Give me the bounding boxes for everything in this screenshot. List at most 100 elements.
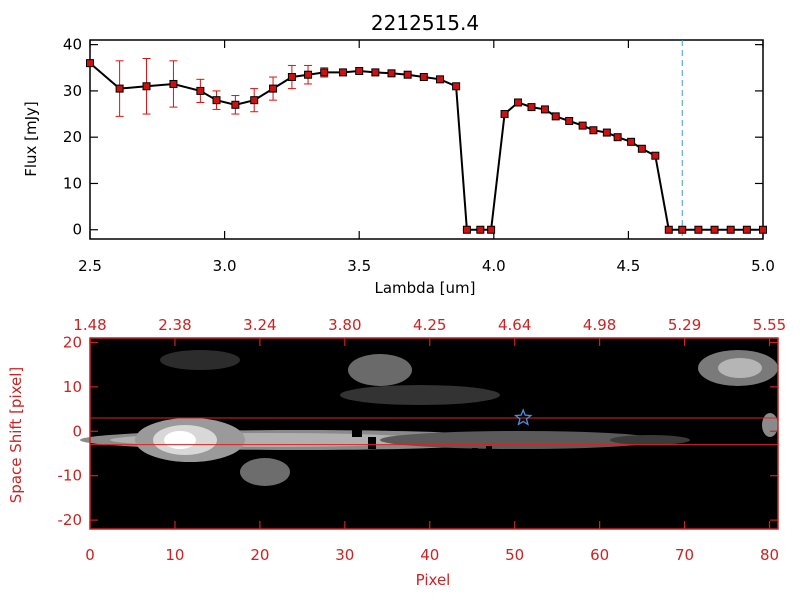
x-tick-label: 40 [420,546,439,564]
top-tick-label: 5.55 [753,316,786,334]
spectrum-x-ticks: 2.5 3.0 3.5 4.0 4.5 5.0 [78,40,775,275]
x-tick-label: 2.5 [78,257,102,275]
flux-line [89,62,763,231]
y-tick-label: 30 [63,82,82,100]
data-point [710,225,719,234]
chart-title: 2212515.4 [371,11,479,35]
flux-markers [86,59,767,234]
image-blob [718,358,762,378]
top-tick-label: 4.98 [583,316,616,334]
data-point [726,225,735,234]
data-point [287,73,296,82]
data-point [250,96,259,105]
data-point [320,68,329,77]
data-point [602,128,611,137]
star-icon [513,408,533,426]
top-tick-label: 5.29 [668,316,701,334]
top-tick-label: 2.38 [158,316,191,334]
y-tick-label: 10 [63,378,82,396]
spectrum-x-axis-label: Lambda [um] [375,279,476,297]
data-point [115,84,124,93]
image-blob [348,354,412,386]
y-tick-label: 0 [72,221,82,239]
data-point [403,70,412,79]
y-tick-label: -20 [58,511,83,529]
x-tick-label: 30 [335,546,354,564]
data-point [759,225,767,234]
data-point [589,126,598,135]
data-point [387,69,396,78]
data-point [540,105,549,114]
x-tick-label: 3.5 [347,257,371,275]
data-point [694,225,703,234]
x-tick-label: 0 [85,546,95,564]
dead-pixel [368,437,376,449]
x-tick-label: 70 [675,546,694,564]
x-tick-label: 5.0 [751,257,775,275]
spectral-image-frame [89,337,779,530]
data-point [86,59,94,68]
spectrum-y-axis-label: Flux [mJy] [22,101,40,177]
spectrum-y-ticks: 0 10 20 30 40 [63,36,763,239]
x-tick-label: 60 [590,546,609,564]
image-x-ticks: 0 10 20 30 40 50 60 70 80 [85,521,779,564]
data-point [500,110,509,119]
data-point [613,133,622,142]
top-tick-label: 4.64 [498,316,531,334]
data-point [142,82,151,91]
image-y-ticks: -20 -10 0 10 20 [58,333,778,529]
x-tick-label: 4.0 [482,257,506,275]
image-blob [160,350,240,370]
image-top-wavelength-ticks: 1.48 2.38 3.24 3.80 4.25 4.64 4.98 5.29 5.55 [73,316,786,346]
spectrum-plot: 2.5 3.0 3.5 4.0 4.5 5.0 0 10 20 30 40 Lambda [um]… [22,36,775,297]
top-tick-label: 4.25 [413,316,446,334]
data-point [627,137,636,146]
image-x-axis-label: Pixel [416,571,451,589]
image-blob [610,435,690,445]
data-point [514,98,523,107]
data-point [651,151,660,160]
spectral-image-plot: 0 10 20 30 40 50 60 70 80 -20 -10 0 10 20 1.48 2.38 3.… [7,316,786,589]
dead-pixel [486,446,492,454]
x-tick-label: 3.0 [213,257,237,275]
data-point [419,73,428,82]
y-tick-label: 10 [63,174,82,192]
x-tick-label: 50 [505,546,524,564]
y-tick-label: -10 [58,467,83,485]
x-tick-label: 10 [165,546,184,564]
dead-pixel [472,448,478,454]
top-tick-label: 1.48 [73,316,106,334]
data-point [339,68,348,77]
data-point [462,225,471,234]
data-point [578,121,587,130]
top-tick-label: 3.80 [328,316,361,334]
spectrum-plot-frame [89,39,764,240]
x-tick-label: 80 [760,546,779,564]
data-point [487,225,496,234]
data-point [565,116,574,125]
image-blob [164,431,196,449]
data-point [196,86,205,95]
data-point [452,82,461,91]
data-point [435,75,444,84]
y-tick-label: 20 [63,333,82,351]
data-point [476,225,485,234]
image-blob [340,385,500,405]
data-point [371,68,380,77]
data-point [664,225,673,234]
image-blob [762,413,778,437]
x-tick-label: 4.5 [616,257,640,275]
y-tick-label: 0 [72,422,82,440]
data-point [212,96,221,105]
data-point [269,84,278,93]
x-tick-label: 20 [250,546,269,564]
image-blob [240,458,290,486]
top-tick-label: 3.24 [243,316,276,334]
y-tick-label: 40 [63,36,82,54]
data-point [678,225,687,234]
data-point [304,70,313,79]
data-point [551,112,560,121]
image-y-axis-label: Space Shift [pixel] [7,367,25,504]
data-point [637,144,646,153]
